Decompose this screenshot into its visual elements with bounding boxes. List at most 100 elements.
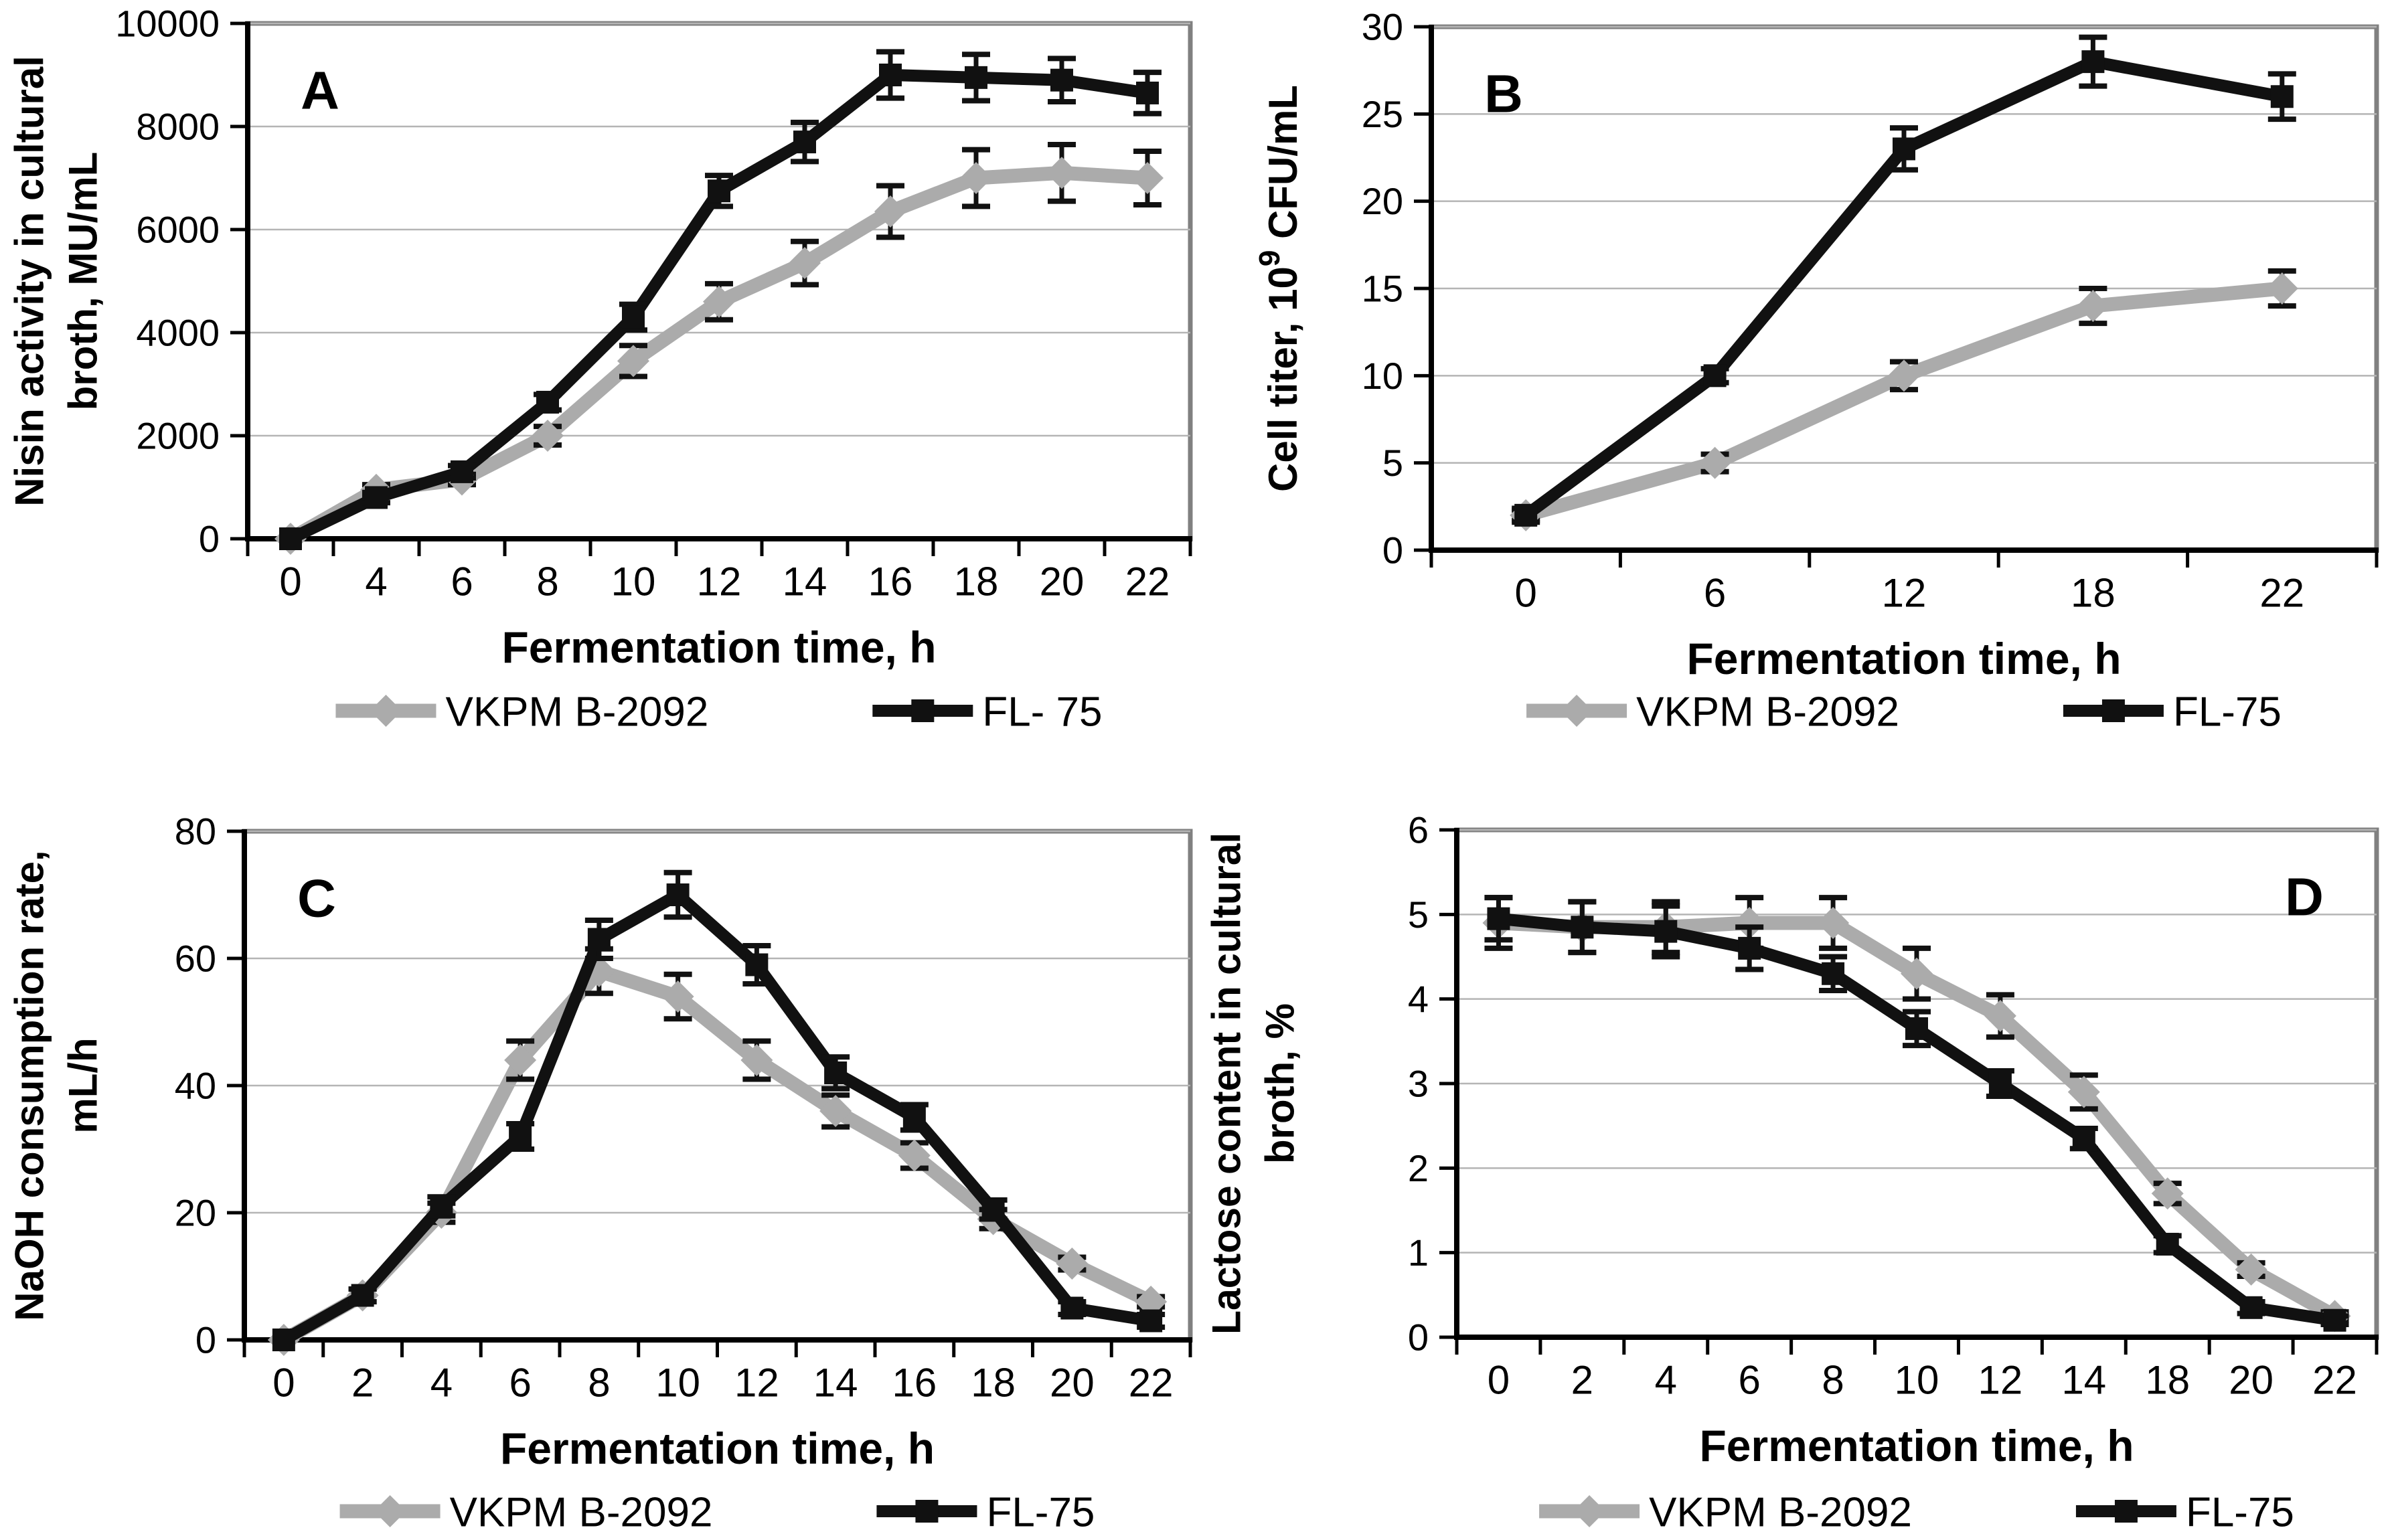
y-tick-label: 0 <box>195 1319 216 1361</box>
x-tick-label: 18 <box>2145 1358 2190 1403</box>
x-tick-label: 6 <box>451 560 473 604</box>
panel-letter-B: B <box>1484 64 1523 124</box>
legend-marker-square <box>2114 1500 2138 1523</box>
marker-square-fl-75 <box>1487 907 1510 930</box>
marker-square-fl-75 <box>666 883 690 906</box>
chart-C-naoh-consumption: 0 20 40 60 80 0 2 4 6 8 10 12 14 16 18 20 22 C Fermentatio… <box>7 810 1193 1536</box>
marker-square-fl-75 <box>509 1125 532 1148</box>
marker-square-fl-75 <box>1988 1072 2012 1095</box>
x-tick-label: 6 <box>509 1361 531 1405</box>
marker-square-fl-75 <box>879 64 902 86</box>
x-tick-label: 20 <box>2229 1358 2273 1403</box>
x-tick-label: 6 <box>1704 571 1726 616</box>
marker-square-fl-75 <box>351 1284 374 1307</box>
marker-square-fl-75 <box>902 1106 926 1129</box>
x-tick-label: 18 <box>971 1361 1016 1405</box>
marker-square-fl-75 <box>1822 962 1845 985</box>
marker-square-fl-75 <box>2081 50 2105 74</box>
y-axis-title-line: broth, % <box>1258 1003 1303 1164</box>
legend-label: VKPM B-2092 <box>1636 689 1899 736</box>
y-tick-label: 2 <box>1408 1147 1429 1189</box>
marker-square-fl-75 <box>451 460 473 483</box>
legend-marker-diamond <box>1573 1495 1606 1527</box>
legend: VKPM B-2092 FL-75 <box>1526 689 2282 736</box>
x-tick-label: 2 <box>1571 1358 1593 1403</box>
marker-diamond-vkpm-b-2092 <box>2235 1253 2267 1286</box>
y-tick-label: 0 <box>1408 1316 1429 1359</box>
marker-square-fl-75 <box>1571 916 1594 939</box>
marker-diamond-vkpm-b-2092 <box>740 1044 773 1076</box>
y-tick-label: 40 <box>175 1065 216 1107</box>
marker-diamond-vkpm-b-2092 <box>898 1139 931 1172</box>
y-tick-label: 4 <box>1408 978 1429 1020</box>
marker-square-fl-75 <box>1654 920 1678 943</box>
y-axis-title-line: Lactose content in cultural <box>1204 833 1249 1335</box>
legend-label: FL-75 <box>2173 689 2282 736</box>
marker-square-fl-75 <box>793 131 816 154</box>
legend-label: FL-75 <box>986 1490 1095 1536</box>
x-tick-label: 6 <box>1738 1358 1760 1403</box>
marker-diamond-vkpm-b-2092 <box>532 420 564 452</box>
y-tick-label: 1 <box>1408 1231 1429 1274</box>
chart-B-cell-titer: 0 5 10 15 20 25 30 0 6 12 18 22 B Fermentation time, … <box>1253 6 2379 736</box>
x-tick-label: 10 <box>611 560 656 604</box>
x-tick-label: 18 <box>954 560 999 604</box>
marker-square-fl-75 <box>965 66 987 89</box>
marker-square-fl-75 <box>2239 1296 2263 1319</box>
y-tick-label: 10 <box>1362 355 1403 397</box>
legend-label: VKPM B-2092 <box>450 1490 713 1536</box>
marker-square-fl-75 <box>2156 1233 2179 1256</box>
x-axis-title: Fermentation time, h <box>500 1424 935 1473</box>
chart-A-nisin-activity: 0 2000 4000 6000 8000 10000 0 4 6 8 10 12 14 16 18 20 22… <box>7 3 1193 736</box>
marker-square-fl-75 <box>1050 68 1073 92</box>
marker-diamond-vkpm-b-2092 <box>874 195 906 228</box>
marker-square-fl-75 <box>1738 936 1761 960</box>
marker-diamond-vkpm-b-2092 <box>2077 290 2109 323</box>
y-tick-label: 20 <box>175 1192 216 1234</box>
marker-square-fl-75 <box>1905 1017 1928 1040</box>
marker-diamond-vkpm-b-2092 <box>1984 999 2016 1032</box>
legend-marker-diamond <box>374 1495 406 1527</box>
x-tick-label: 20 <box>1040 560 1085 604</box>
x-axis-title: Fermentation time, h <box>1699 1421 2134 1470</box>
marker-diamond-vkpm-b-2092 <box>1056 1248 1089 1280</box>
y-tick-label: 20 <box>1362 180 1403 222</box>
legend-item-fl-75: FL-75 <box>876 1490 1095 1536</box>
x-tick-label: 0 <box>1515 571 1537 616</box>
marker-square-fl-75 <box>745 953 769 976</box>
x-tick-label: 10 <box>1895 1358 1939 1403</box>
marker-square-fl-75 <box>536 390 559 414</box>
y-axis-title: Cell titer, 109 CFU/mL <box>1253 85 1305 492</box>
y-axis-title-line: mL/h <box>61 1037 106 1133</box>
x-tick-label: 8 <box>536 560 558 604</box>
legend-marker-square <box>2101 699 2125 722</box>
marker-diamond-vkpm-b-2092 <box>819 1095 852 1127</box>
y-tick-label: 3 <box>1408 1063 1429 1105</box>
legend-marker-diamond <box>1561 695 1593 727</box>
panel-C: 0 20 40 60 80 0 2 4 6 8 10 12 14 16 18 20 22 C Fermentatio… <box>0 770 1197 1540</box>
legend-item-fl-75: FL-75 <box>2063 689 2282 736</box>
legend-item-vkpm-b-2092: VKPM B-2092 <box>1526 689 1899 736</box>
x-tick-label: 8 <box>1822 1358 1844 1403</box>
y-tick-label: 0 <box>1382 529 1403 572</box>
x-tick-label: 22 <box>1125 560 1170 604</box>
legend: VKPM B-2092 FL-75 <box>339 1490 1095 1536</box>
marker-square-fl-75 <box>1060 1296 1084 1320</box>
y-tick-label: 6 <box>1408 809 1429 851</box>
x-tick-label: 4 <box>1655 1358 1677 1403</box>
y-tick-label: 10000 <box>115 3 220 45</box>
marker-diamond-vkpm-b-2092 <box>2067 1076 2100 1108</box>
marker-square-fl-75 <box>272 1329 295 1351</box>
x-tick-label: 18 <box>2071 571 2116 616</box>
marker-diamond-vkpm-b-2092 <box>617 345 649 377</box>
panel-letter-C: C <box>297 869 336 928</box>
marker-square-fl-75 <box>365 486 388 509</box>
marker-diamond-vkpm-b-2092 <box>1698 446 1731 479</box>
y-tick-label: 0 <box>199 518 220 560</box>
marker-square-fl-75 <box>279 527 302 550</box>
marker-diamond-vkpm-b-2092 <box>1888 359 1920 392</box>
marker-square-fl-75 <box>587 928 611 951</box>
panel-letter-A: A <box>301 61 339 120</box>
